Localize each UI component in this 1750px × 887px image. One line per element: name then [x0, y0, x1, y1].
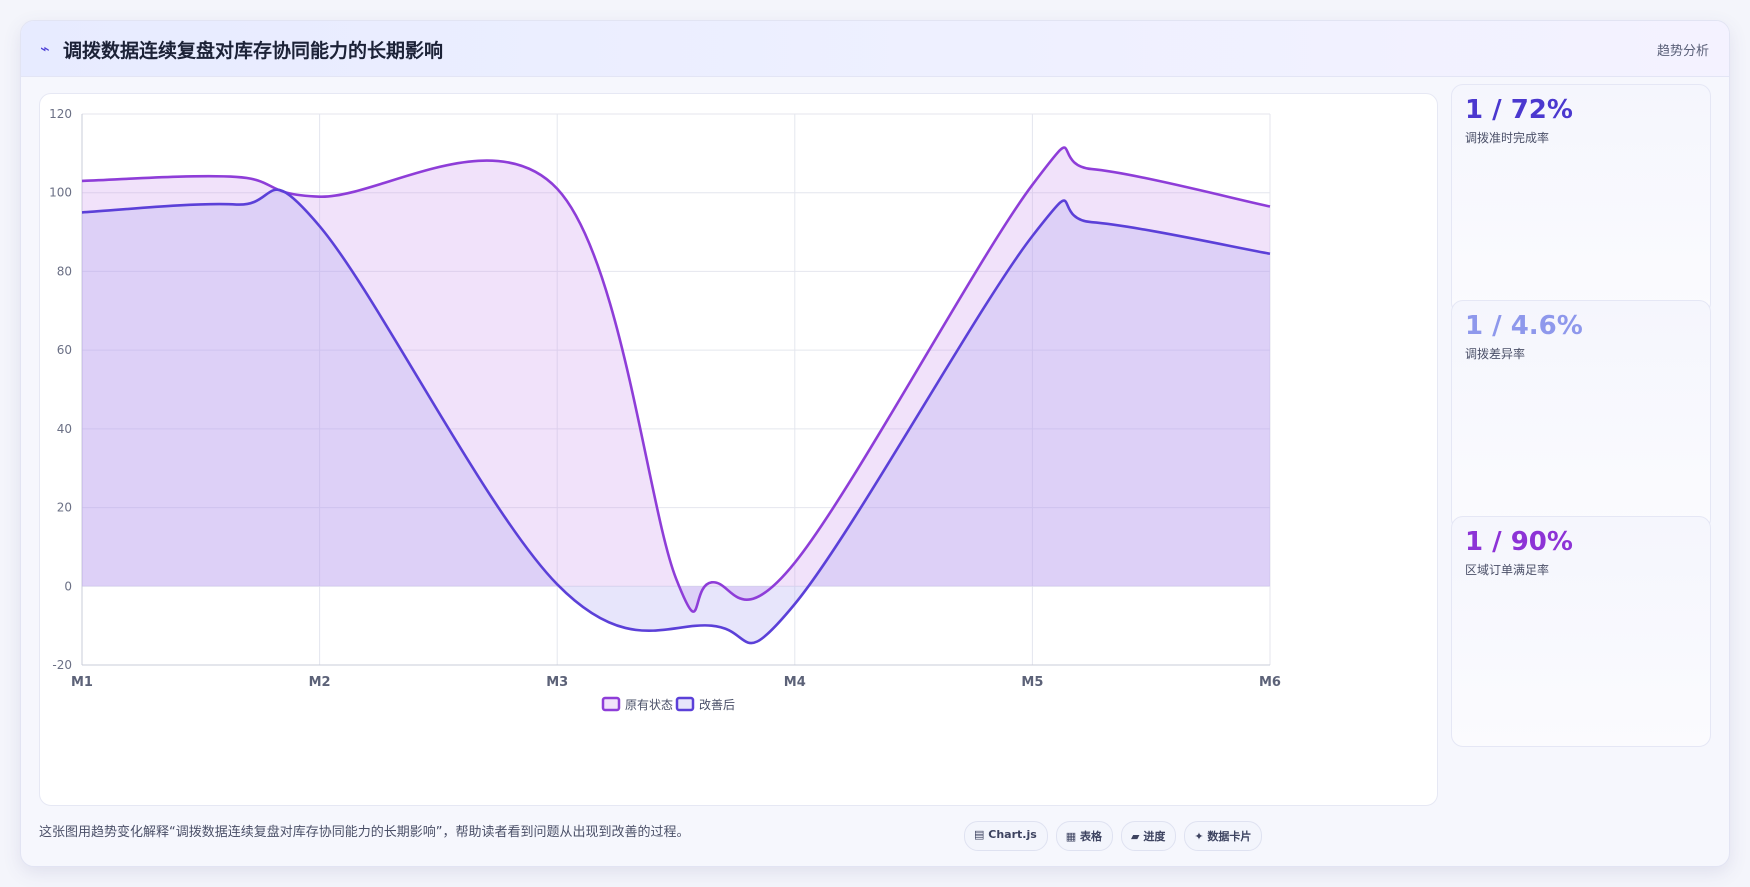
series-line-0: [81, 146, 1271, 613]
kpi-label: 区域订单满足率: [1465, 563, 1550, 577]
legend-label: 原有状态: [625, 698, 673, 712]
x-tick-label: M2: [309, 675, 331, 690]
series-area-0: [82, 147, 1270, 612]
tag-data-card[interactable]: ✦ 数据卡片: [1184, 821, 1263, 851]
progress-icon: ▰: [1131, 830, 1140, 843]
series-area-1: [82, 189, 1270, 644]
kpi-card-variance-rate: 1 / 4.6% 调拨差异率: [1451, 300, 1711, 531]
kpi-label: 调拨准时完成率: [1465, 131, 1550, 145]
tag-table[interactable]: ▦ 表格: [1055, 821, 1114, 851]
legend-swatch: [601, 696, 621, 712]
chart-icon: ▤: [974, 828, 985, 841]
y-tick-label: 40: [57, 422, 72, 436]
chart-description: 这张图用趋势变化解释“调拨数据连续复盘对库存协同能力的长期影响”，帮助读者看到问…: [39, 825, 690, 840]
tag-label: Chart.js: [988, 828, 1037, 841]
x-tick-label: M3: [546, 675, 568, 690]
y-tick-label: 60: [57, 343, 72, 357]
kpi-label: 调拨差异率: [1465, 347, 1526, 361]
tag-chartjs[interactable]: ▤ Chart.js: [964, 821, 1048, 851]
y-tick-label: -20: [52, 658, 72, 672]
kpi-card-on-time-rate: 1 / 72% 调拨准时完成率: [1451, 84, 1711, 315]
kpi-card-fulfillment-rate: 1 / 90% 区域订单满足率: [1451, 516, 1711, 747]
tag-list: ▤ Chart.js ▦ 表格 ▰ 进度 ✦ 数据卡片: [964, 821, 1263, 851]
dashboard-card: ⌁ 调拨数据连续复盘对库存协同能力的长期影响 趋势分析 -20 0 20 40 60 80…: [20, 20, 1730, 867]
series-line-1: [81, 188, 1271, 645]
y-tick-label: 0: [64, 579, 72, 593]
tag-label: 数据卡片: [1207, 830, 1252, 843]
chart-panel: -20 0 20 40 60 80 100 120 M1 M2 M3 M4 M5 M6 原有状态 改善后: [39, 93, 1438, 806]
trend-analysis-label: 趋势分析: [1656, 44, 1709, 59]
y-tick-label: 100: [49, 186, 72, 200]
trend-line-icon: ⌁: [40, 39, 50, 58]
y-tick-label: 80: [57, 264, 72, 278]
kpi-value: 1 / 4.6%: [1465, 311, 1583, 341]
page-title: 调拨数据连续复盘对库存协同能力的长期影响: [63, 40, 444, 62]
x-tick-label: M1: [71, 675, 93, 690]
sparkle-icon: ✦: [1194, 830, 1204, 843]
x-tick-label: M4: [784, 675, 806, 690]
y-tick-label: 20: [57, 501, 72, 515]
legend-swatch: [675, 696, 695, 712]
table-icon: ▦: [1065, 830, 1077, 843]
x-tick-label: M5: [1021, 675, 1043, 690]
y-tick-label: 120: [49, 107, 72, 121]
tag-progress[interactable]: ▰ 进度: [1121, 821, 1177, 851]
card-header: ⌁ 调拨数据连续复盘对库存协同能力的长期影响 趋势分析: [21, 21, 1729, 77]
tag-label: 进度: [1143, 830, 1166, 843]
area-chart: -20 0 20 40 60 80 100 120 M1 M2 M3 M4 M5 M6 原有状态 改善后: [49, 107, 1281, 712]
kpi-value: 1 / 90%: [1465, 527, 1573, 557]
kpi-value: 1 / 72%: [1465, 95, 1573, 125]
x-tick-label: M6: [1259, 675, 1281, 690]
legend-label: 改善后: [699, 697, 735, 712]
tag-label: 表格: [1080, 830, 1103, 843]
